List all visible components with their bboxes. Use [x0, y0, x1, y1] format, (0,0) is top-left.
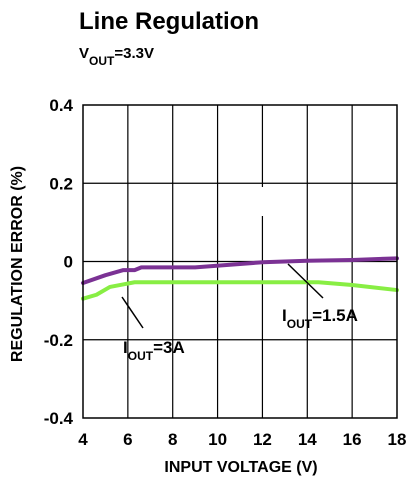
y-tick-label-0-2: 0.2: [49, 174, 73, 193]
subtitle-rest: =3.3V: [114, 45, 154, 62]
annotation-leader-1-5a: [287, 263, 324, 299]
x-tick-label-8: 8: [168, 430, 177, 449]
x-tick-label-18: 18: [388, 430, 407, 449]
annotation-1-rest: =1.5A: [312, 306, 358, 325]
y-tick-label-neg-0-4: -0.4: [44, 409, 74, 428]
y-axis-label: REGULATION ERROR (%): [9, 166, 26, 362]
annotation-2-main: I: [123, 338, 128, 357]
subtitle-main: V: [79, 45, 89, 62]
annotation-2-sub: OUT: [128, 349, 154, 363]
x-axis-label: INPUT VOLTAGE (V): [164, 459, 317, 476]
y-tick-label-0-4: 0.4: [49, 96, 73, 115]
x-tick-label-4: 4: [78, 430, 88, 449]
x-tick-label-10: 10: [208, 430, 227, 449]
annotation-2-rest: =3A: [153, 338, 185, 357]
x-tick-label-6: 6: [123, 430, 132, 449]
data-series: [81, 256, 399, 301]
chart-title: Line Regulation: [79, 8, 259, 35]
x-tick-label-12: 12: [253, 430, 272, 449]
x-tick-label-16: 16: [343, 430, 362, 449]
annotation-1-sub: OUT: [287, 317, 313, 331]
plot-frame: [82, 104, 398, 419]
tick-labels: 4 6 8 10 12 14 16 18 0.4 0.2 0 -0.2 -0.4: [44, 96, 407, 449]
subtitle-sub: OUT: [89, 54, 115, 68]
x-tick-label-14: 14: [298, 430, 317, 449]
annotation-leader-3a: [121, 296, 144, 329]
annotation-iout-1-5a: IOUT=1.5A: [282, 306, 358, 331]
series-line-green: [81, 280, 399, 301]
series-line-purple: [81, 256, 399, 286]
y-tick-label-0: 0: [64, 253, 73, 272]
chart-subtitle: VOUT=3.3V: [79, 45, 154, 68]
annotation-iout-3a: IOUT=3A: [123, 338, 185, 363]
annotation-1-main: I: [282, 306, 287, 325]
y-tick-label-neg-0-2: -0.2: [44, 331, 73, 350]
